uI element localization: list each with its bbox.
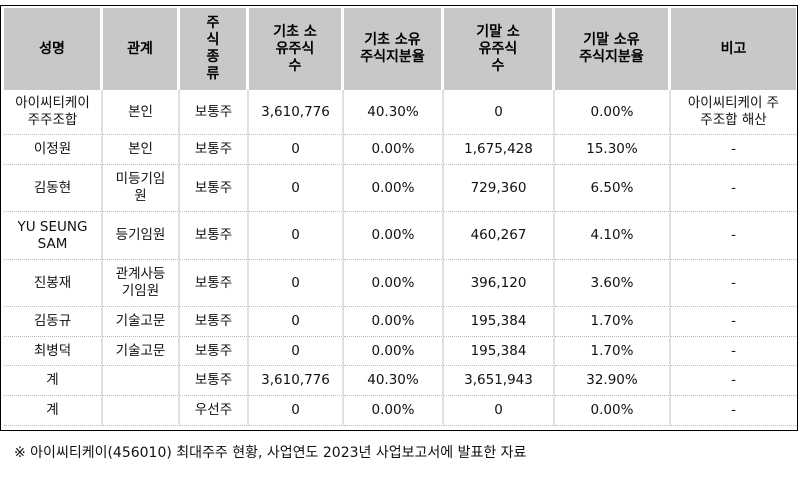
- table-cell: 김동규: [4, 307, 103, 337]
- table-row: 김동현 미등기임 원 보통주 0 0.00% 729,360 6.50% -: [4, 165, 796, 212]
- header-row: 성명 관계 주 식 종 류 기초 소 유주식 수 기초 소유 주식지분율 기말 소 유주식 수 기말 소유 주…: [4, 8, 796, 90]
- table-cell: 보통주: [180, 90, 249, 135]
- table-cell: 1.70%: [555, 307, 671, 337]
- table-cell: 0.00%: [344, 165, 444, 212]
- table-cell: 0: [249, 396, 344, 426]
- table-cell: 0: [444, 90, 555, 135]
- table-cell: -: [671, 396, 796, 426]
- table-cell: 1.70%: [555, 337, 671, 366]
- table-cell: 보통주: [180, 260, 249, 307]
- table-cell: 0: [249, 307, 344, 337]
- table-row: 진봉재 관계사등 기임원 보통주 0 0.00% 396,120 3.60% -: [4, 260, 796, 307]
- table-cell: 3,610,776: [249, 90, 344, 135]
- table-cell: 0.00%: [344, 260, 444, 307]
- table-cell: 460,267: [444, 212, 555, 260]
- column-header: 기말 소유 주식지분율: [555, 8, 671, 90]
- table-cell: 0: [444, 396, 555, 426]
- table-row: 계 우선주 0 0.00% 0 0.00% -: [4, 396, 796, 426]
- table-cell: 0.00%: [555, 396, 671, 426]
- table-cell: -: [671, 260, 796, 307]
- table-cell: 김동현: [4, 165, 103, 212]
- table-cell: -: [671, 307, 796, 337]
- table-cell: 0: [249, 260, 344, 307]
- table-row: 이정원 본인 보통주 0 0.00% 1,675,428 15.30% -: [4, 135, 796, 165]
- shareholder-table: 성명 관계 주 식 종 류 기초 소 유주식 수 기초 소유 주식지분율 기말 소 유주식 수 기말 소유 주…: [4, 8, 796, 426]
- table-cell: 0.00%: [344, 135, 444, 165]
- table-cell: 아이씨티케이 주주조합: [4, 90, 103, 135]
- table-cell: 0.00%: [344, 337, 444, 366]
- table-cell: 195,384: [444, 337, 555, 366]
- table-cell: 0.00%: [344, 396, 444, 426]
- table-cell: -: [671, 212, 796, 260]
- table-row: 계 보통주 3,610,776 40.30% 3,651,943 32.90% -: [4, 366, 796, 396]
- table-cell: 기술고문: [103, 307, 180, 337]
- table-cell: 이정원: [4, 135, 103, 165]
- table-cell: 0: [249, 165, 344, 212]
- table-cell: -: [671, 165, 796, 212]
- table-row: 김동규 기술고문 보통주 0 0.00% 195,384 1.70% -: [4, 307, 796, 337]
- table-cell: 기술고문: [103, 337, 180, 366]
- table-cell: 0: [249, 337, 344, 366]
- table-cell: 보통주: [180, 212, 249, 260]
- table-cell: 0: [249, 212, 344, 260]
- table-cell: 보통주: [180, 165, 249, 212]
- table-cell: 최병덕: [4, 337, 103, 366]
- table-cell: 3.60%: [555, 260, 671, 307]
- column-header: 비고: [671, 8, 796, 90]
- table-cell: 미등기임 원: [103, 165, 180, 212]
- table-cell: -: [671, 366, 796, 396]
- column-header: 성명: [4, 8, 103, 90]
- table-cell: 4.10%: [555, 212, 671, 260]
- table-cell: 계: [4, 366, 103, 396]
- table-cell: 0.00%: [344, 212, 444, 260]
- table-cell: 보통주: [180, 366, 249, 396]
- table-row: YU SEUNG SAM 등기임원 보통주 0 0.00% 460,267 4.10% -: [4, 212, 796, 260]
- column-header: 관계: [103, 8, 180, 90]
- table-cell: 15.30%: [555, 135, 671, 165]
- table-cell: 본인: [103, 135, 180, 165]
- table-cell: 진봉재: [4, 260, 103, 307]
- shareholder-table-container: 성명 관계 주 식 종 류 기초 소 유주식 수 기초 소유 주식지분율 기말 소 유주식 수 기말 소유 주…: [0, 5, 798, 431]
- table-cell: 0: [249, 135, 344, 165]
- table-cell: 32.90%: [555, 366, 671, 396]
- table-cell: 보통주: [180, 337, 249, 366]
- table-cell: 3,651,943: [444, 366, 555, 396]
- table-cell: 계: [4, 396, 103, 426]
- column-header: 기말 소 유주식 수: [444, 8, 555, 90]
- table-cell: 1,675,428: [444, 135, 555, 165]
- column-header: 기초 소유 주식지분율: [344, 8, 444, 90]
- table-cell: 등기임원: [103, 212, 180, 260]
- footnote: ※ 아이씨티케이(456010) 최대주주 현황, 사업연도 2023년 사업보…: [14, 445, 527, 461]
- table-cell: 본인: [103, 90, 180, 135]
- table-cell: [103, 396, 180, 426]
- table-cell: 우선주: [180, 396, 249, 426]
- table-row: 최병덕 기술고문 보통주 0 0.00% 195,384 1.70% -: [4, 337, 796, 366]
- table-cell: -: [671, 337, 796, 366]
- table-cell: 아이씨티케이 주 주조합 해산: [671, 90, 796, 135]
- table-cell: 6.50%: [555, 165, 671, 212]
- table-cell: 3,610,776: [249, 366, 344, 396]
- table-cell: 0.00%: [344, 307, 444, 337]
- table-cell: 보통주: [180, 307, 249, 337]
- column-header: 기초 소 유주식 수: [249, 8, 344, 90]
- table-cell: 195,384: [444, 307, 555, 337]
- table-cell: YU SEUNG SAM: [4, 212, 103, 260]
- table-cell: 729,360: [444, 165, 555, 212]
- table-cell: [103, 366, 180, 396]
- table-cell: 보통주: [180, 135, 249, 165]
- table-cell: 396,120: [444, 260, 555, 307]
- table-row: 아이씨티케이 주주조합 본인 보통주 3,610,776 40.30% 0 0.00% 아이씨티…: [4, 90, 796, 135]
- table-cell: 40.30%: [344, 366, 444, 396]
- table-cell: 관계사등 기임원: [103, 260, 180, 307]
- table-cell: -: [671, 135, 796, 165]
- table-cell: 40.30%: [344, 90, 444, 135]
- table-cell: 0.00%: [555, 90, 671, 135]
